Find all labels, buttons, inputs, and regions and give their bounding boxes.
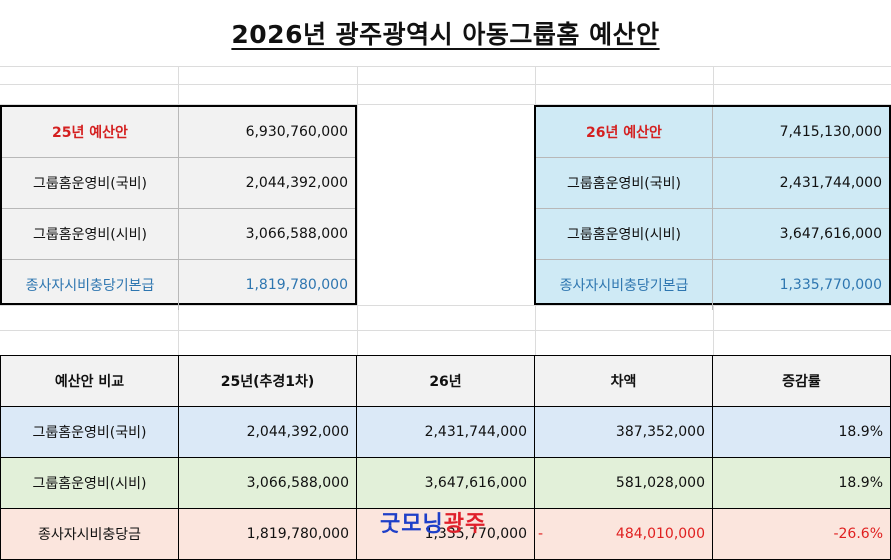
table-cell[interactable]: -26.6% <box>833 526 883 542</box>
difference-value: 484,010,000 <box>615 526 705 542</box>
grid-line <box>713 66 714 556</box>
budget-25-value[interactable]: 1,819,780,000 <box>245 277 348 293</box>
sheet-title-text: 2026년 광주광역시 아동그룹홈 예산안 <box>231 20 660 49</box>
comparison-table: 예산안 비교 25년(추경1차) 26년 차액 증감률 그룹홈운영비(국비) 2… <box>0 355 891 560</box>
budget-25-label[interactable]: 25년 예산안 <box>2 107 179 157</box>
budget-25-row: 그룹홈운영비(국비) 2,044,392,000 <box>2 158 355 209</box>
grid-line <box>178 66 179 556</box>
budget-26-label[interactable]: 그룹홈운영비(국비) <box>536 158 713 208</box>
table-cell[interactable]: 18.9% <box>838 475 883 491</box>
table-cell[interactable]: 그룹홈운영비(시비) <box>1 458 179 508</box>
budget-25-row: 그룹홈운영비(시비) 3,066,588,000 <box>2 209 355 260</box>
budget-25-label[interactable]: 종사자시비충당기본급 <box>2 260 179 310</box>
comparison-header-row: 예산안 비교 25년(추경1차) 26년 차액 증감률 <box>1 356 890 407</box>
budget-26-row: 그룹홈운영비(시비) 3,647,616,000 <box>536 209 889 260</box>
table-cell[interactable]: 1,819,780,000 <box>179 509 357 559</box>
table-cell[interactable]: 387,352,000 <box>535 407 713 457</box>
budget-26-value[interactable]: 2,431,744,000 <box>779 175 882 191</box>
column-header[interactable]: 26년 <box>357 356 535 406</box>
table-cell[interactable]: 2,044,392,000 <box>179 407 357 457</box>
grid-line <box>535 66 536 556</box>
grid-line <box>0 84 891 85</box>
table-cell[interactable]: 2,431,744,000 <box>357 407 535 457</box>
table-row: 그룹홈운영비(시비) 3,066,588,000 3,647,616,000 5… <box>1 458 890 509</box>
budget-25-value[interactable]: 6,930,760,000 <box>245 124 348 140</box>
budget-25-label[interactable]: 그룹홈운영비(시비) <box>2 209 179 259</box>
table-row: 종사자시비충당금 1,819,780,000 1,335,770,000 - 4… <box>1 509 890 559</box>
table-row: 그룹홈운영비(국비) 2,044,392,000 2,431,744,000 3… <box>1 407 890 458</box>
budget-25-row: 25년 예산안 6,930,760,000 <box>2 107 355 158</box>
budget-25-value[interactable]: 2,044,392,000 <box>245 175 348 191</box>
grid-line <box>0 104 891 105</box>
grid-line <box>0 66 891 67</box>
budget-25-value[interactable]: 3,066,588,000 <box>245 226 348 242</box>
budget-26-value[interactable]: 3,647,616,000 <box>779 226 882 242</box>
budget-26-value[interactable]: 1,335,770,000 <box>779 277 882 293</box>
sheet-title: 2026년 광주광역시 아동그룹홈 예산안 <box>0 0 891 66</box>
budget-26-value[interactable]: 7,415,130,000 <box>779 124 882 140</box>
table-cell[interactable]: 18.9% <box>838 424 883 440</box>
budget-25-label[interactable]: 그룹홈운영비(국비) <box>2 158 179 208</box>
table-cell[interactable]: 1,335,770,000 <box>357 509 535 559</box>
table-cell[interactable]: 3,066,588,000 <box>179 458 357 508</box>
table-cell[interactable]: 그룹홈운영비(국비) <box>1 407 179 457</box>
column-header[interactable]: 25년(추경1차) <box>179 356 357 406</box>
grid-line <box>357 66 358 556</box>
column-header[interactable]: 증감률 <box>713 356 890 406</box>
grid-line <box>0 330 891 331</box>
negative-sign: - <box>538 526 544 542</box>
column-header[interactable]: 차액 <box>535 356 713 406</box>
budget-26-row: 그룹홈운영비(국비) 2,431,744,000 <box>536 158 889 209</box>
table-cell[interactable]: 종사자시비충당금 <box>1 509 179 559</box>
budget-26-label[interactable]: 그룹홈운영비(시비) <box>536 209 713 259</box>
table-cell[interactable]: 581,028,000 <box>535 458 713 508</box>
table-cell[interactable]: - 484,010,000 <box>535 509 713 559</box>
budget-25-box: 25년 예산안 6,930,760,000 그룹홈운영비(국비) 2,044,3… <box>0 105 357 310</box>
budget-26-box: 26년 예산안 7,415,130,000 그룹홈운영비(국비) 2,431,7… <box>534 105 891 310</box>
budget-26-row: 26년 예산안 7,415,130,000 <box>536 107 889 158</box>
budget-26-label[interactable]: 26년 예산안 <box>536 107 713 157</box>
budget-26-label[interactable]: 종사자시비충당기본급 <box>536 260 713 310</box>
grid-line <box>0 305 891 306</box>
column-header[interactable]: 예산안 비교 <box>1 356 179 406</box>
budget-25-row: 종사자시비충당기본급 1,819,780,000 <box>2 260 355 310</box>
table-cell[interactable]: 3,647,616,000 <box>357 458 535 508</box>
budget-26-row: 종사자시비충당기본급 1,335,770,000 <box>536 260 889 310</box>
